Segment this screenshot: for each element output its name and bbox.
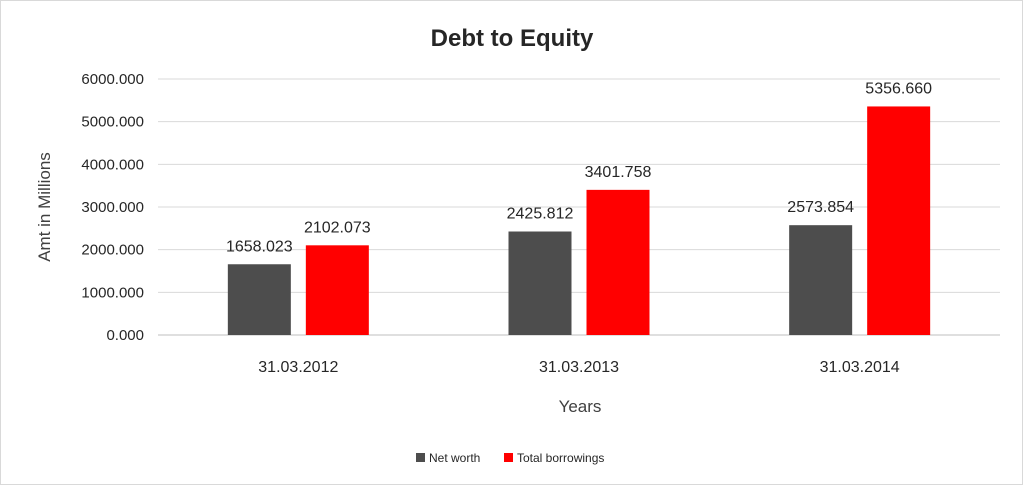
chart-title: Debt to Equity bbox=[431, 25, 594, 52]
bar-total-borrowings bbox=[586, 189, 650, 335]
data-label: 2573.854 bbox=[787, 199, 854, 216]
y-tick-label: 0.000 bbox=[106, 327, 144, 344]
data-label: 3401.758 bbox=[585, 164, 652, 181]
bar-total-borrowings bbox=[867, 106, 931, 335]
bar-net-worth bbox=[789, 225, 853, 335]
legend-label: Net worth bbox=[429, 451, 480, 465]
y-tick-label: 2000.000 bbox=[81, 242, 144, 259]
y-tick-label: 6000.000 bbox=[81, 71, 144, 88]
data-label: 5356.660 bbox=[865, 80, 932, 97]
x-tick-label: 31.03.2014 bbox=[820, 359, 900, 376]
bar-net-worth bbox=[508, 231, 572, 335]
bar-net-worth bbox=[227, 264, 291, 335]
data-label: 2102.073 bbox=[304, 219, 371, 236]
data-label: 1658.023 bbox=[226, 238, 293, 255]
y-tick-label: 5000.000 bbox=[81, 114, 144, 131]
bars bbox=[227, 106, 931, 335]
legend-swatch bbox=[416, 453, 425, 462]
x-tick-label: 31.03.2012 bbox=[258, 359, 338, 376]
y-axis-ticks: 0.000 1000.000 2000.000 3000.000 4000.000 500… bbox=[81, 71, 144, 344]
legend-label: Total borrowings bbox=[517, 451, 604, 465]
gridlines bbox=[158, 78, 1000, 336]
y-tick-label: 1000.000 bbox=[81, 284, 144, 301]
y-tick-label: 3000.000 bbox=[81, 199, 144, 216]
x-tick-label: 31.03.2013 bbox=[539, 359, 619, 376]
legend: Net worth Total borrowings bbox=[416, 451, 604, 465]
x-axis-title: Years bbox=[559, 397, 602, 416]
legend-swatch bbox=[504, 453, 513, 462]
y-tick-label: 4000.000 bbox=[81, 156, 144, 173]
x-axis-ticks: 31.03.2012 31.03.2013 31.03.2014 bbox=[258, 359, 900, 376]
bar-total-borrowings bbox=[305, 245, 369, 335]
data-label: 2425.812 bbox=[507, 205, 574, 222]
y-axis-title: Amt in Millions bbox=[35, 152, 54, 262]
data-labels: 1658.023 2102.073 2425.812 3401.758 2573.854… bbox=[226, 80, 932, 255]
